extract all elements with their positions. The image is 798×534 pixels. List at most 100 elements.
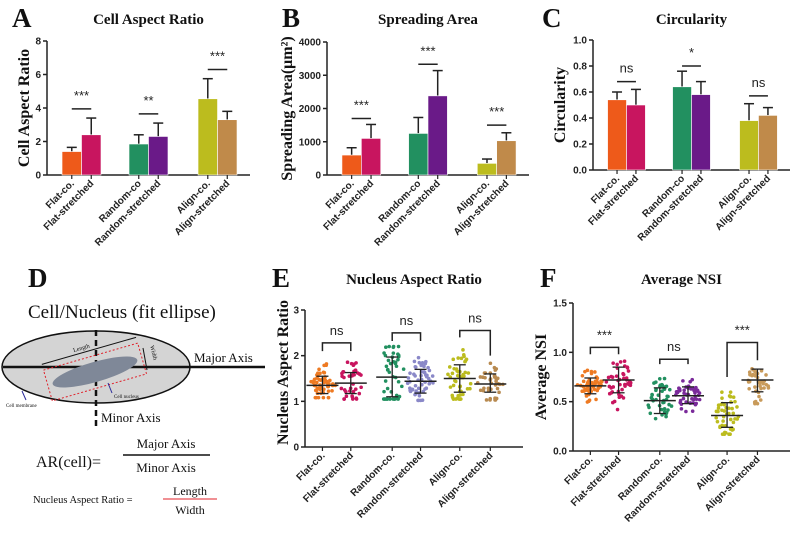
data-point	[759, 368, 764, 373]
data-point	[662, 406, 667, 411]
y-tick-label: 3	[293, 306, 299, 317]
data-point	[720, 390, 724, 394]
data-point	[326, 395, 331, 400]
data-point	[484, 398, 489, 402]
data-point	[611, 361, 615, 365]
data-point	[730, 406, 734, 411]
data-point	[351, 363, 356, 367]
data-point	[391, 351, 396, 355]
y-tick-label: 1.0	[553, 348, 567, 359]
data-point	[678, 398, 683, 403]
data-point	[581, 379, 586, 384]
data-point	[328, 378, 332, 383]
data-point	[316, 371, 320, 376]
data-point	[660, 389, 664, 393]
data-point	[731, 395, 736, 400]
data-point	[388, 361, 393, 366]
bar-align-stretched	[496, 140, 517, 176]
data-point	[731, 411, 736, 416]
data-point	[496, 376, 500, 381]
data-point	[423, 387, 427, 391]
data-point	[351, 389, 356, 394]
y-tick-label: 0	[35, 171, 41, 182]
data-point	[714, 415, 718, 420]
data-point	[419, 363, 423, 368]
data-point	[735, 417, 740, 421]
data-point	[413, 392, 417, 397]
data-point	[357, 391, 362, 396]
diagram-title: Cell/Nucleus (fit ellipse)	[28, 302, 216, 323]
data-point	[747, 387, 751, 391]
significance-label: ***	[597, 327, 612, 342]
data-point	[757, 394, 761, 399]
data-point	[681, 379, 685, 383]
y-tick-label: 4000	[299, 38, 322, 49]
data-point	[384, 345, 388, 350]
data-point	[450, 393, 455, 398]
data-point	[350, 397, 355, 401]
significance-label: ns	[620, 61, 634, 76]
data-point	[330, 388, 334, 393]
significance-label: *	[689, 45, 694, 60]
data-point	[494, 367, 499, 371]
data-point	[344, 394, 349, 399]
y-axis-label: Spreading Area(μm²)	[279, 36, 296, 180]
data-point	[666, 408, 670, 412]
data-point	[604, 380, 609, 384]
data-point	[690, 397, 694, 401]
data-point	[345, 360, 350, 365]
data-point	[318, 387, 322, 392]
data-point	[461, 392, 465, 397]
data-point	[748, 373, 753, 377]
data-point	[626, 382, 631, 386]
data-point	[393, 361, 398, 366]
data-point	[323, 379, 327, 383]
data-point	[595, 376, 600, 381]
data-point	[752, 400, 757, 404]
data-point	[457, 397, 461, 401]
data-point	[747, 379, 752, 384]
cell-membrane-label: Cell membrane	[6, 404, 37, 409]
data-point	[340, 374, 344, 379]
data-point	[317, 367, 321, 372]
data-point	[659, 407, 664, 412]
data-point	[412, 359, 417, 364]
data-point	[735, 405, 739, 409]
data-point	[421, 389, 426, 394]
data-point	[607, 384, 612, 389]
panel-letter: B	[282, 3, 300, 33]
panel-letter: D	[28, 263, 48, 293]
y-tick-label: 0.0	[573, 166, 587, 177]
data-point	[667, 402, 671, 407]
data-point	[353, 387, 358, 391]
bar-random-co	[672, 86, 692, 171]
data-point	[314, 388, 319, 393]
panel-d-diagram: D Cell/Nucleus (fit ellipse) Length Widt…	[1, 263, 265, 517]
data-point	[495, 386, 500, 391]
data-point	[326, 389, 331, 393]
data-point	[413, 364, 418, 369]
data-point	[397, 394, 402, 399]
data-point	[396, 357, 400, 362]
data-point	[386, 367, 390, 372]
bar-flat-co-	[607, 99, 627, 171]
data-point	[405, 381, 410, 386]
significance-bracket	[391, 332, 422, 342]
data-point	[694, 397, 699, 402]
data-point	[615, 362, 619, 367]
data-point	[618, 360, 623, 364]
length-arrow	[41, 336, 137, 365]
significance-bracket	[459, 329, 492, 356]
significance-label: ns	[330, 323, 344, 338]
data-point	[753, 385, 757, 389]
data-point	[359, 385, 363, 390]
data-point	[417, 360, 422, 365]
bar-random-stretched	[148, 136, 169, 176]
data-point	[679, 407, 684, 411]
data-point	[720, 408, 724, 413]
data-point	[693, 402, 698, 406]
data-point	[716, 409, 720, 414]
data-point	[359, 373, 363, 377]
data-point	[416, 386, 421, 391]
